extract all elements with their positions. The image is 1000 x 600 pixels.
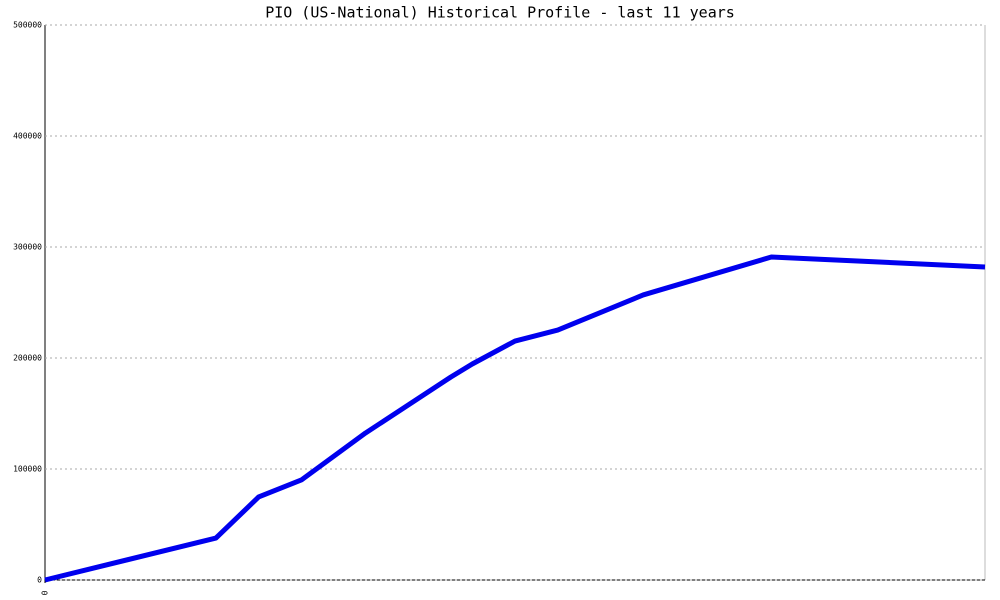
y-tick-label: 300000: [13, 243, 42, 252]
data-line: [44, 254, 986, 583]
y-tick-label: 0: [37, 576, 42, 585]
y-tick-label: 500000: [13, 21, 42, 30]
chart-title: PIO (US-National) Historical Profile - l…: [265, 4, 735, 22]
x-tick-label: 0: [41, 590, 50, 595]
y-tick-label: 200000: [13, 354, 42, 363]
y-tick-label: 400000: [13, 132, 42, 141]
y-tick-label: 100000: [13, 465, 42, 474]
